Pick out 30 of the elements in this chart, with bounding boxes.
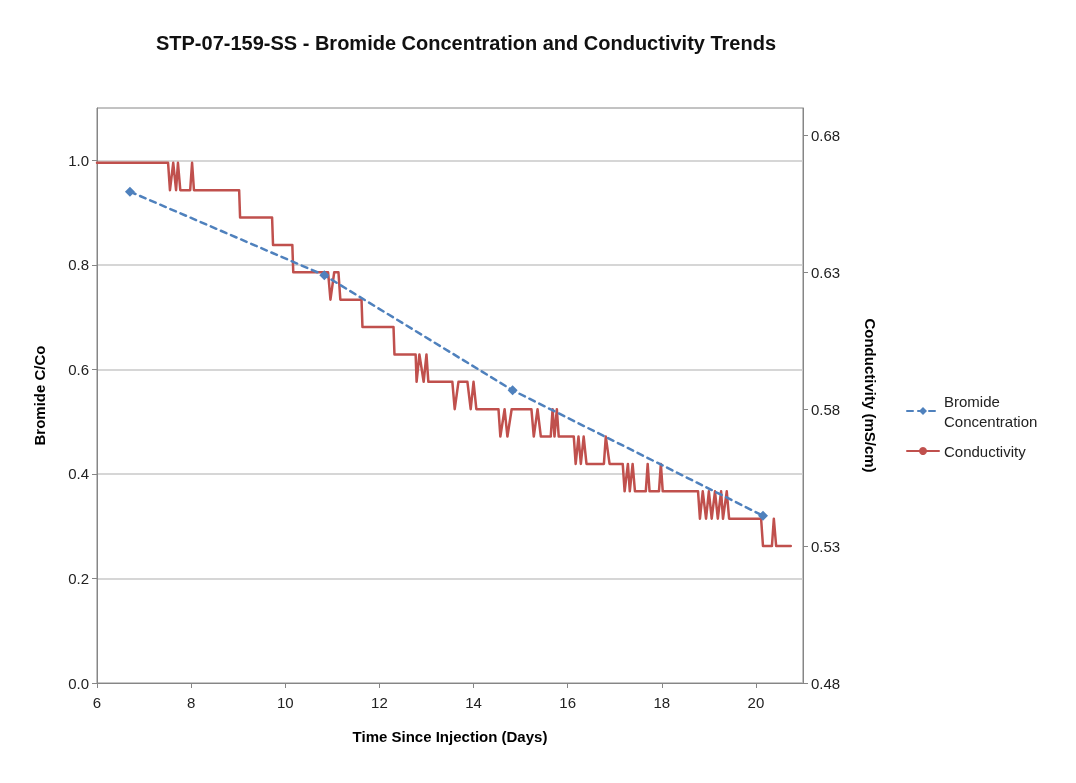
y2-tick-label: 0.63 <box>811 263 841 281</box>
point <box>757 510 768 521</box>
legend-label: Conductivity <box>944 442 1027 460</box>
x-tick-label: 10 <box>276 694 294 711</box>
x-tick-label: 18 <box>653 694 671 711</box>
x-tick-label: 16 <box>559 694 577 711</box>
y2-tick-label: 0.68 <box>811 126 841 144</box>
x-tick-label: 12 <box>371 694 388 711</box>
x-axis-title: Time Since Injection (Days) <box>352 728 548 745</box>
x-tick-label: 14 <box>465 694 482 711</box>
y2-axis-title: Conductivity (mS/cm) <box>862 318 879 473</box>
line-series <box>95 161 793 548</box>
y2-tick-label: 0.58 <box>811 400 841 418</box>
y2-tick-label: 0.53 <box>811 537 841 555</box>
legend-label: Bromide Concentration <box>944 392 1038 430</box>
x-tick-label: 8 <box>186 694 196 711</box>
y-axis-title: Bromide C/Co <box>31 345 48 446</box>
point <box>507 385 518 396</box>
y2-tick-label: 0.48 <box>811 674 841 692</box>
x-tick-label: 6 <box>92 694 102 711</box>
y-tick-label: 0.8 <box>68 256 89 274</box>
point <box>319 270 330 281</box>
y-tick-label: 0.6 <box>68 360 89 378</box>
x-tick-label: 20 <box>747 694 765 711</box>
y-tick-label: 0.2 <box>68 569 89 587</box>
y-tick-label: 0.4 <box>68 465 89 483</box>
y-tick-label: 0.0 <box>68 674 89 692</box>
chart-title: STP-07-159-SS - Bromide Concentration and Conductivity Trends <box>155 32 777 54</box>
point <box>124 186 135 197</box>
y-tick-label: 1.0 <box>68 151 89 169</box>
